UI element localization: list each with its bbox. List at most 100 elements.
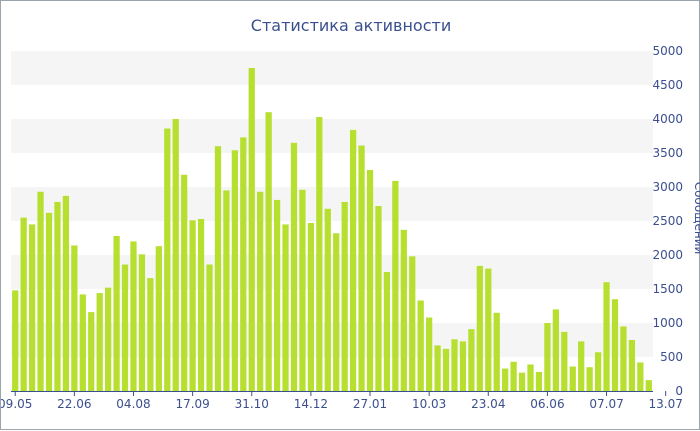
bar (637, 362, 644, 391)
bar (569, 366, 576, 391)
bar (527, 364, 534, 391)
x-tick-label: 14.12 (294, 397, 328, 411)
x-tick-label: 22.06 (57, 397, 91, 411)
y-tick-label: 2500 (652, 214, 683, 228)
bar (535, 371, 543, 391)
grid-band (11, 119, 653, 153)
bar (248, 68, 255, 391)
bar (544, 323, 551, 391)
y-axis-label: Сообщений (692, 182, 700, 255)
bar (113, 235, 120, 391)
bar (586, 367, 593, 391)
bar (392, 180, 399, 391)
bar (611, 299, 619, 391)
x-tick-labels: 09.05 22.06 04.08 17.09 31.10 14.12 27.01 10.03… (1, 391, 683, 411)
bar (121, 264, 129, 391)
bar (197, 218, 205, 391)
bar (409, 256, 416, 391)
bar (485, 268, 492, 391)
bar (333, 233, 340, 391)
grid-band (11, 51, 653, 85)
bar (400, 229, 407, 391)
y-tick-label: 1000 (652, 316, 683, 330)
bar (189, 220, 196, 391)
bar (37, 191, 44, 391)
y-tick-label: 3500 (652, 146, 683, 160)
bar (88, 312, 95, 391)
bar (459, 341, 467, 391)
bar (426, 317, 433, 391)
x-tick-label: 31.10 (235, 397, 269, 411)
x-tick-label: 10.03 (412, 397, 446, 411)
bar (375, 206, 382, 391)
bar (147, 278, 154, 391)
bar (172, 119, 179, 391)
x-tick-label: 27.01 (353, 397, 387, 411)
bar (358, 145, 365, 391)
y-tick-label: 0 (675, 384, 683, 398)
bar (71, 245, 78, 391)
bar (265, 112, 272, 391)
bar (442, 348, 450, 391)
bar (645, 380, 652, 391)
bar (257, 191, 264, 391)
y-tick-label: 5000 (652, 44, 683, 58)
bar (231, 150, 238, 391)
bar (181, 174, 188, 391)
bar-series (12, 68, 652, 392)
grid-band (11, 255, 653, 289)
x-tick-label: 17.09 (175, 397, 209, 411)
bar (366, 170, 374, 391)
bar (493, 312, 500, 391)
x-tick-label: 06.06 (530, 397, 564, 411)
y-tick-labels: 0 500 1000 1500 2000 2500 3000 3500 4000 4500 5000 (652, 44, 683, 398)
bar (54, 201, 61, 391)
bar (20, 217, 27, 391)
y-tick-label: 4500 (652, 78, 683, 92)
x-tick-label: 07.07 (589, 397, 623, 411)
bar (324, 208, 331, 391)
bar (341, 201, 348, 391)
bar (299, 189, 306, 391)
bar (316, 116, 323, 392)
bar (620, 326, 627, 391)
bar (468, 329, 475, 391)
bar (290, 142, 298, 391)
bar (282, 224, 289, 391)
grid-bands (11, 51, 653, 357)
y-tick-label: 500 (660, 350, 683, 364)
bar (502, 368, 509, 391)
bar (603, 282, 610, 391)
x-tick-label: 09.05 (1, 397, 32, 411)
bar (206, 264, 213, 391)
bar (130, 241, 137, 391)
bar (383, 272, 391, 391)
bar (223, 190, 230, 391)
bar (28, 224, 36, 391)
chart-title: Статистика активности (251, 16, 451, 35)
x-tick-label: 04.08 (116, 397, 150, 411)
x-tick-label: 13.07 (648, 397, 682, 411)
x-tick-label: 23.04 (471, 397, 505, 411)
bar (578, 341, 585, 391)
bar (628, 340, 636, 391)
bar (349, 129, 357, 391)
bar (417, 300, 424, 391)
bar (476, 265, 483, 391)
bar (307, 223, 315, 391)
bar (518, 372, 526, 391)
bar (434, 345, 441, 391)
bar (594, 352, 602, 391)
grid-band (11, 187, 653, 221)
bar (62, 195, 70, 391)
bar (79, 294, 86, 391)
y-tick-label: 1500 (652, 282, 683, 296)
bar (12, 290, 19, 391)
bar (273, 199, 281, 391)
bar (510, 361, 517, 391)
bar (451, 339, 458, 391)
y-tick-label: 2000 (652, 248, 683, 262)
bar (45, 212, 53, 391)
bar (552, 309, 559, 391)
